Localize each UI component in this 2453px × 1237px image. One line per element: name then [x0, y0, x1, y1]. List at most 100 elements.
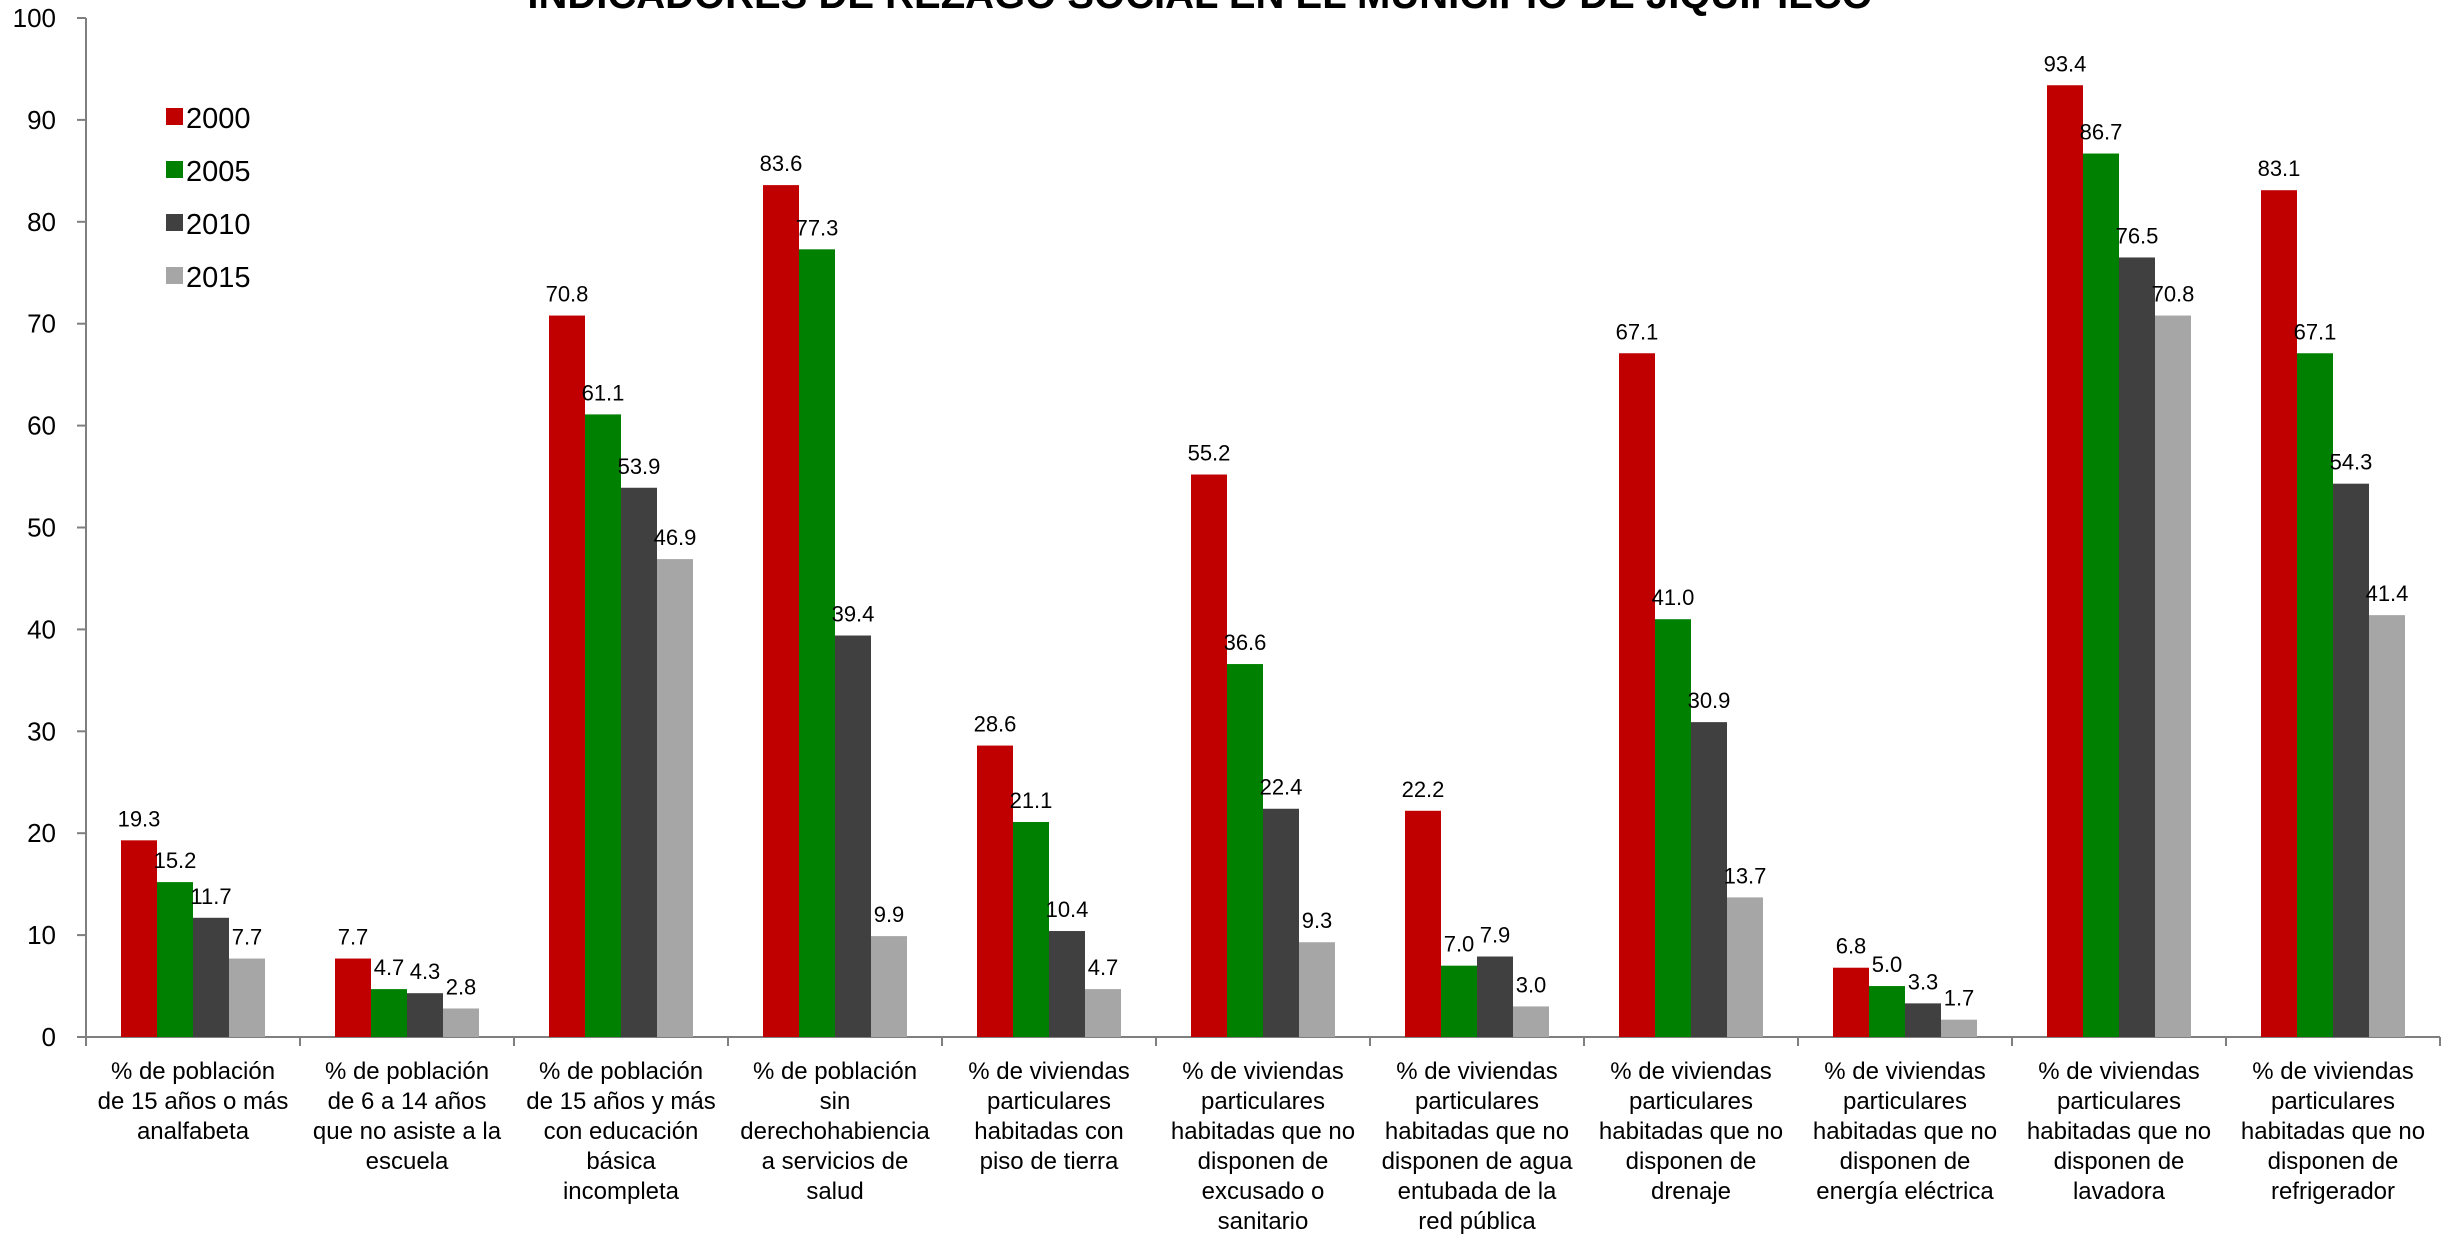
bar-2005 [1441, 965, 1477, 1037]
category-label-line: refrigerador [2271, 1178, 2395, 1205]
data-label-2015: 1.7 [1944, 986, 1975, 1011]
category-label-line: analfabeta [137, 1118, 250, 1145]
data-label-2000: 28.6 [974, 712, 1017, 737]
category-label-line: habitadas que no [1599, 1118, 1783, 1145]
category-label: % de viviendas particulares habitadas que … [2241, 1058, 2425, 1205]
data-label-2005: 15.2 [154, 848, 197, 873]
category-label-line: disponen de [2054, 1148, 2185, 1175]
bar-2005 [1013, 821, 1049, 1037]
y-tick-label: 0 [42, 1022, 56, 1052]
data-label-2015: 3.0 [1516, 972, 1547, 997]
bar-2010 [1905, 1003, 1941, 1037]
data-label-2000: 6.8 [1836, 934, 1867, 959]
bar-2010 [835, 635, 871, 1037]
category-label: % de viviendas particulares habitadas que … [1599, 1058, 1783, 1205]
category-label-line: particulares [987, 1088, 1111, 1115]
category-label-line: % de viviendas [1610, 1058, 1771, 1085]
y-tick-label: 30 [27, 716, 56, 746]
data-label-2010: 76.5 [2116, 223, 2159, 248]
data-label-2015: 70.8 [2152, 282, 2195, 307]
data-label-2015: 13.7 [1724, 863, 1767, 888]
bar-2000 [335, 958, 371, 1037]
category-label-line: % de población [539, 1058, 703, 1085]
data-label-2005: 61.1 [582, 380, 625, 405]
category-label: % de viviendas particulares habitadas que … [2027, 1058, 2211, 1205]
category-label-line: derechohabiencia [740, 1118, 930, 1145]
category-label: % de población de 6 a 14 años que no asist… [313, 1058, 502, 1175]
bar-2005 [1227, 664, 1263, 1037]
category-label-line: % de viviendas [2038, 1058, 2199, 1085]
category-label-line: básica [586, 1148, 656, 1175]
data-label-2010: 30.9 [1688, 688, 1731, 713]
y-tick-label: 50 [27, 513, 56, 543]
category-label-line: red pública [1418, 1208, 1536, 1235]
category-label-line: disponen de [1626, 1148, 1757, 1175]
category-label-line: particulares [2057, 1088, 2181, 1115]
category-label-line: energía eléctrica [1816, 1178, 1994, 1205]
data-label-2010: 7.9 [1480, 922, 1511, 947]
bar-2015 [1941, 1019, 1977, 1037]
bar-2000 [1619, 353, 1655, 1038]
bar-2005 [371, 989, 407, 1037]
category-label-line: escuela [366, 1148, 449, 1175]
y-tick-label: 100 [13, 3, 56, 33]
data-label-2015: 41.4 [2366, 581, 2409, 606]
category-label: % de viviendas particulares habitadas con p… [968, 1058, 1129, 1175]
data-label-2015: 9.3 [1302, 908, 1333, 933]
data-label-2000: 93.4 [2044, 51, 2087, 76]
category-label-line: % de viviendas [968, 1058, 1129, 1085]
category-label-line: disponen de [1840, 1148, 1971, 1175]
bar-2005 [799, 249, 835, 1038]
bar-2010 [621, 487, 657, 1037]
category-label-line: disponen de agua [1382, 1148, 1573, 1175]
bar-2015 [871, 936, 907, 1037]
data-label-2010: 11.7 [190, 884, 231, 909]
bar-2005 [585, 414, 621, 1037]
data-label-2015: 2.8 [446, 974, 477, 999]
data-label-2015: 7.7 [232, 925, 263, 950]
category-label: % de población sin derechohabiencia a servi… [740, 1058, 930, 1205]
bar-2010 [1477, 956, 1513, 1037]
y-tick-label: 60 [27, 411, 56, 441]
bar-2000 [977, 745, 1013, 1037]
category-label-line: % de viviendas [1824, 1058, 1985, 1085]
category-label-line: piso de tierra [980, 1148, 1119, 1175]
bars [121, 85, 2405, 1038]
legend-swatch-2005 [166, 161, 183, 178]
bar-2010 [2119, 257, 2155, 1038]
data-label-2015: 9.9 [874, 902, 905, 927]
bar-2010 [1263, 808, 1299, 1037]
data-label-2005: 67.1 [2294, 319, 2337, 344]
category-label-line: a servicios de [762, 1148, 909, 1175]
bar-2000 [2047, 85, 2083, 1037]
legend-swatch-2015 [166, 267, 183, 284]
data-label-2010: 22.4 [1260, 775, 1303, 800]
bar-2010 [1049, 931, 1085, 1037]
data-label-2000: 70.8 [546, 282, 589, 307]
category-label: % de población de 15 años o más analfabeta [98, 1058, 289, 1145]
bar-2015 [1085, 989, 1121, 1037]
category-label-line: particulares [1201, 1088, 1325, 1115]
legend-swatch-2010 [166, 214, 183, 231]
category-label-line: particulares [1415, 1088, 1539, 1115]
data-label-2000: 67.1 [1616, 319, 1659, 344]
bar-2005 [1869, 986, 1905, 1037]
y-tick-label: 40 [27, 614, 56, 644]
bar-2015 [1513, 1006, 1549, 1037]
category-label-line: habitadas que no [2241, 1118, 2425, 1145]
data-label-2000: 55.2 [1188, 441, 1231, 466]
category-label-line: de 15 años y más [526, 1088, 715, 1115]
category-label-line: % de viviendas [2252, 1058, 2413, 1085]
data-label-2005: 41.0 [1652, 585, 1695, 610]
y-tick-label: 80 [27, 207, 56, 237]
bar-2015 [657, 559, 693, 1037]
legend-label-2005: 2005 [186, 156, 251, 188]
category-label-line: habitadas que no [1385, 1118, 1569, 1145]
category-label: % de viviendas particulares habitadas que … [1382, 1058, 1573, 1235]
category-label-line: particulares [2271, 1088, 2395, 1115]
legend-label-2000: 2000 [186, 103, 251, 135]
bar-2000 [121, 840, 157, 1037]
chart-title: INDICADORES DE REZAGO SOCIAL EN EL MUNIC… [527, 0, 1872, 17]
category-label-line: lavadora [2073, 1178, 2166, 1205]
